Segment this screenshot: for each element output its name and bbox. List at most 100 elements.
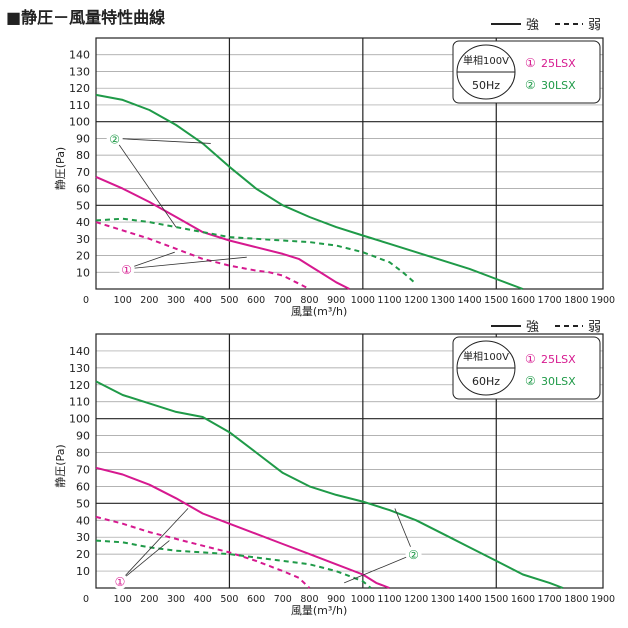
x-tick-label: 1900 bbox=[591, 295, 615, 306]
x-tick-label: 1800 bbox=[564, 594, 588, 605]
callout-bg bbox=[405, 546, 422, 563]
series-line-30lsx-solid bbox=[95, 380, 564, 589]
y-tick-label: 70 bbox=[76, 166, 90, 179]
series-line-25lsx-solid bbox=[95, 175, 350, 290]
legend-marker-30lsx: ② bbox=[525, 374, 536, 388]
y-tick-label: 10 bbox=[76, 565, 90, 578]
x-tick-label: 1400 bbox=[457, 295, 481, 306]
x-tick-label: 1400 bbox=[457, 594, 481, 605]
x-tick-label: 1100 bbox=[377, 594, 401, 605]
x-axis-label: 風量(m³/h) bbox=[291, 604, 347, 617]
series-line-25lsx-solid bbox=[95, 466, 390, 589]
y-tick-label: 70 bbox=[76, 463, 90, 476]
callout-marker: ① bbox=[115, 575, 126, 589]
x-tick-label: 1200 bbox=[404, 594, 428, 605]
y-axis-label: 静圧(Pa) bbox=[53, 444, 67, 487]
x-tick-label: 900 bbox=[327, 594, 345, 605]
y-tick-label: 30 bbox=[76, 233, 90, 246]
legend-weak-label: 弱 bbox=[588, 18, 601, 33]
series-line-25lsx-dashed bbox=[95, 515, 311, 589]
x-tick-label: 1500 bbox=[484, 594, 508, 605]
y-tick-label: 90 bbox=[76, 132, 90, 145]
x-tick-label: 100 bbox=[114, 594, 132, 605]
callout-marker: ② bbox=[109, 132, 120, 146]
x-tick-label: 800 bbox=[300, 295, 318, 306]
x-tick-label: 1700 bbox=[538, 594, 562, 605]
legend-strong-label: 強 bbox=[526, 320, 539, 335]
callout-line bbox=[114, 138, 177, 228]
y-tick-label: 20 bbox=[76, 548, 90, 561]
x-tick-label: 500 bbox=[220, 594, 238, 605]
x-tick-label: 500 bbox=[220, 295, 238, 306]
x-tick-label: 200 bbox=[140, 295, 158, 306]
x-tick-label: 1000 bbox=[351, 295, 375, 306]
y-tick-label: 20 bbox=[76, 250, 90, 263]
page-title: ■静圧－風量特性曲線 bbox=[6, 8, 166, 27]
legend-name-25lsx: 25LSX bbox=[541, 353, 576, 366]
y-tick-label: 10 bbox=[76, 266, 90, 279]
y-tick-label: 120 bbox=[69, 379, 90, 392]
condition-voltage: 単相100V bbox=[463, 54, 509, 67]
y-tick-label: 60 bbox=[76, 480, 90, 493]
y-tick-label: 120 bbox=[69, 82, 90, 95]
y-tick-label: 60 bbox=[76, 183, 90, 196]
x-tick-label: 0 bbox=[83, 594, 89, 605]
condition-frequency: 50Hz bbox=[472, 79, 500, 92]
y-tick-label: 80 bbox=[76, 447, 90, 460]
x-tick-label: 600 bbox=[247, 594, 265, 605]
x-tick-label: 1600 bbox=[511, 295, 535, 306]
x-tick-label: 1100 bbox=[377, 295, 401, 306]
legend-strong-label: 強 bbox=[526, 18, 539, 33]
y-tick-label: 50 bbox=[76, 497, 90, 510]
callout-line bbox=[114, 138, 211, 144]
x-tick-label: 1700 bbox=[538, 295, 562, 306]
legend-name-25lsx: 25LSX bbox=[541, 57, 576, 70]
series-line-25lsx-dashed bbox=[95, 221, 310, 290]
x-tick-label: 100 bbox=[114, 295, 132, 306]
legend-name-30lsx: 30LSX bbox=[541, 79, 576, 92]
callout-bg bbox=[112, 573, 129, 590]
y-tick-label: 90 bbox=[76, 430, 90, 443]
y-tick-label: 80 bbox=[76, 149, 90, 162]
condition-frequency: 60Hz bbox=[472, 375, 500, 388]
x-tick-label: 900 bbox=[327, 295, 345, 306]
legend-weak-label: 弱 bbox=[588, 320, 601, 335]
y-tick-label: 110 bbox=[69, 99, 90, 112]
callout-bg bbox=[106, 130, 123, 147]
callout-line bbox=[344, 553, 414, 584]
legend-name-30lsx: 30LSX bbox=[541, 375, 576, 388]
y-tick-label: 130 bbox=[69, 65, 90, 78]
y-tick-label: 130 bbox=[69, 362, 90, 375]
callout-line bbox=[119, 508, 189, 582]
plot-frame bbox=[95, 333, 604, 589]
callout-line bbox=[119, 540, 170, 582]
callout-marker: ① bbox=[121, 263, 132, 277]
x-tick-label: 1900 bbox=[591, 594, 615, 605]
y-tick-label: 140 bbox=[69, 345, 90, 358]
x-tick-label: 0 bbox=[83, 295, 89, 306]
legend-marker-25lsx: ① bbox=[525, 56, 536, 70]
legend-marker-25lsx: ① bbox=[525, 352, 536, 366]
y-tick-label: 140 bbox=[69, 49, 90, 62]
x-tick-label: 300 bbox=[167, 594, 185, 605]
y-tick-label: 100 bbox=[69, 116, 90, 129]
x-tick-label: 400 bbox=[194, 295, 212, 306]
y-tick-label: 50 bbox=[76, 199, 90, 212]
y-tick-label: 30 bbox=[76, 531, 90, 544]
x-tick-label: 1300 bbox=[431, 295, 455, 306]
callout-line bbox=[126, 256, 247, 270]
series-line-30lsx-dashed bbox=[95, 539, 372, 589]
x-tick-label: 400 bbox=[194, 594, 212, 605]
callout-bg bbox=[118, 260, 135, 277]
series-line-30lsx-dashed bbox=[95, 217, 417, 285]
x-tick-label: 1000 bbox=[351, 594, 375, 605]
x-axis-label: 風量(m³/h) bbox=[291, 305, 347, 318]
x-tick-label: 1300 bbox=[431, 594, 455, 605]
x-tick-label: 200 bbox=[140, 594, 158, 605]
x-tick-label: 1600 bbox=[511, 594, 535, 605]
series-line-30lsx-solid bbox=[95, 93, 524, 290]
legend-marker-30lsx: ② bbox=[525, 78, 536, 92]
